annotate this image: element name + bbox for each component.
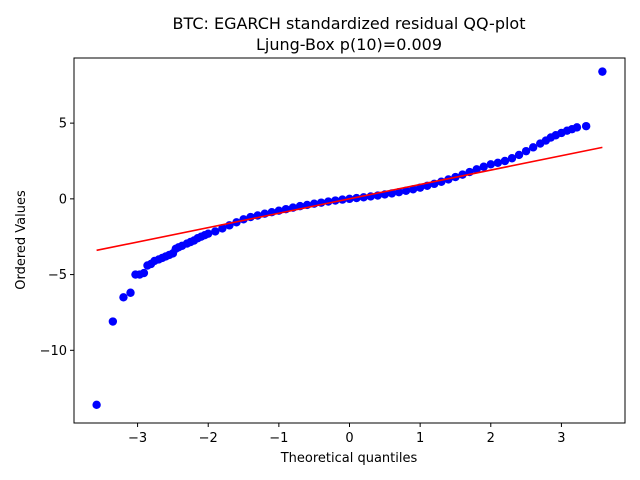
chart-subtitle: Ljung-Box p(10)=0.009 [256,35,442,54]
y-tick-label: −5 [48,268,67,283]
data-point [401,186,411,196]
data-point [92,400,101,410]
data-point [521,146,531,156]
data-point [479,162,488,171]
plot-area [92,67,607,410]
y-tick-label: 0 [59,192,67,207]
data-point [139,268,149,278]
chart-title: BTC: EGARCH standardized residual QQ-plo… [173,14,526,33]
data-point [500,156,510,166]
data-point [204,229,213,238]
y-tick-label: −10 [40,344,67,359]
data-point [108,317,118,326]
y-tick-label: 5 [59,117,67,132]
data-point [408,185,418,194]
x-tick-label: 1 [416,431,424,446]
x-axis-ticks: −3 −2 −1 0 1 2 3 [128,423,566,446]
data-point [572,123,582,132]
reference-fit-line [96,146,603,252]
data-point [472,165,481,174]
data-point [581,121,591,131]
data-point [528,143,538,152]
x-axis-label: Theoretical quantiles [280,451,418,466]
data-point [493,158,503,167]
x-tick-label: 2 [487,431,495,446]
data-point [126,288,135,297]
x-tick-label: 0 [345,431,353,446]
x-tick-label: −3 [128,431,147,446]
data-point [394,187,404,197]
x-tick-label: 3 [557,431,565,446]
data-point [218,224,227,233]
y-axis-label: Ordered Values [14,190,29,290]
x-tick-label: −2 [199,431,218,446]
data-point [507,154,517,163]
data-point [598,67,607,76]
data-point [514,150,524,160]
y-axis-ticks: −10 −5 0 5 [40,117,74,359]
data-point [211,227,220,236]
data-point [119,293,128,302]
data-point [486,160,495,169]
x-tick-label: −1 [269,431,288,446]
